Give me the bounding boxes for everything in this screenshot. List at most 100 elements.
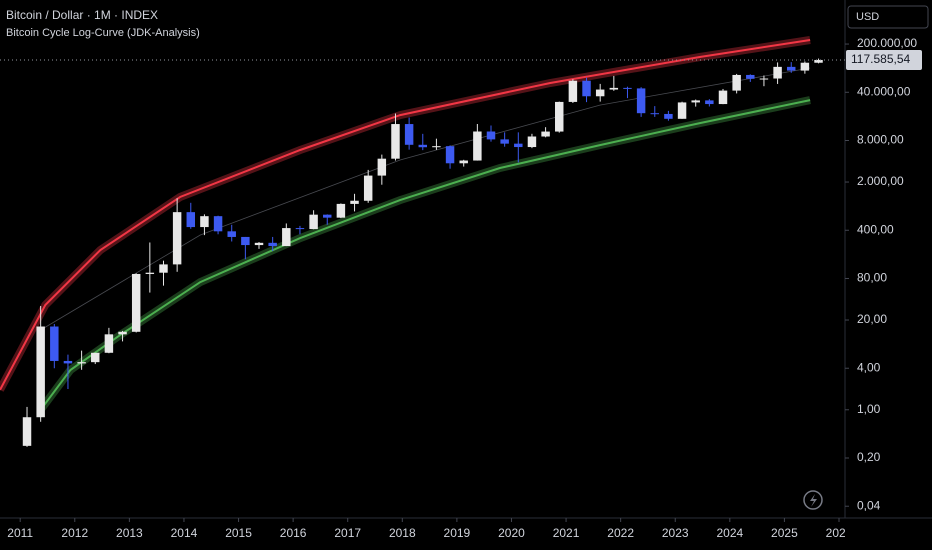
y-tick-label: 20,00 bbox=[857, 312, 887, 326]
x-tick-label: 2023 bbox=[662, 526, 689, 540]
candle-body bbox=[473, 131, 482, 161]
last-price-label: 117.585,54 bbox=[851, 52, 910, 66]
candle-body bbox=[623, 87, 632, 89]
candle-body bbox=[309, 214, 318, 230]
candle-body bbox=[664, 113, 673, 119]
candle-body bbox=[172, 212, 182, 265]
x-tick-label: 2015 bbox=[225, 526, 252, 540]
x-tick-label: 2016 bbox=[280, 526, 307, 540]
candle-body bbox=[131, 273, 141, 332]
candle-body bbox=[91, 352, 100, 363]
candle-body bbox=[432, 146, 441, 148]
candle-body bbox=[459, 160, 468, 164]
candle-body bbox=[609, 87, 619, 90]
x-tick-label: 2012 bbox=[61, 526, 88, 540]
candle-body bbox=[814, 59, 823, 63]
x-tick-label: 2017 bbox=[334, 526, 361, 540]
y-tick-label: 4,00 bbox=[857, 360, 881, 374]
candle-body bbox=[773, 66, 782, 79]
candle-body bbox=[63, 360, 73, 364]
candle-body bbox=[227, 231, 236, 237]
currency-label: USD bbox=[856, 11, 879, 23]
candle-body bbox=[241, 236, 250, 246]
candle-body bbox=[705, 100, 714, 105]
candle-body bbox=[404, 124, 414, 145]
x-tick-label: 2011 bbox=[7, 526, 33, 540]
candle-body bbox=[595, 89, 605, 97]
candle-body bbox=[582, 80, 591, 97]
candle-body bbox=[282, 228, 291, 247]
candle-body bbox=[746, 74, 755, 79]
candle-body bbox=[104, 334, 114, 353]
y-tick-label: 0,20 bbox=[857, 450, 881, 464]
y-tick-label: 200.000,00 bbox=[857, 36, 917, 50]
log-curve bbox=[0, 39, 811, 391]
candle-body bbox=[636, 88, 646, 114]
candle-body bbox=[77, 362, 86, 364]
candle-body bbox=[568, 80, 578, 102]
candle-body bbox=[718, 90, 728, 105]
plot bbox=[0, 36, 823, 447]
candle-body bbox=[350, 200, 359, 204]
x-tick-label: 2018 bbox=[389, 526, 416, 540]
replay-icon[interactable] bbox=[803, 490, 823, 510]
currency-button[interactable] bbox=[847, 5, 929, 29]
y-tick-label: 8.000,00 bbox=[857, 133, 904, 147]
chart-subtitle: Bitcoin Cycle Log-Curve (JDK-Analysis) bbox=[6, 27, 200, 39]
x-tick-label: 2014 bbox=[171, 526, 198, 540]
candle-body bbox=[268, 242, 277, 247]
candle-body bbox=[200, 216, 209, 228]
candle-body bbox=[486, 131, 496, 140]
x-axis: 2011 2012 2013 2014 2015 2016 2017 2018 2019 2020… bbox=[7, 518, 853, 540]
candle-body bbox=[36, 326, 45, 418]
candle-body bbox=[541, 131, 550, 137]
candle-body bbox=[254, 242, 264, 246]
lightning-icon bbox=[810, 494, 817, 507]
candle-body bbox=[391, 124, 400, 159]
x-tick-label: 2025 bbox=[771, 526, 798, 540]
x-tick-label: 2020 bbox=[498, 526, 525, 540]
candle-body bbox=[691, 100, 700, 103]
log-curve-band bbox=[40, 67, 811, 331]
candle-body bbox=[527, 136, 537, 148]
x-tick-label: 2019 bbox=[444, 526, 471, 540]
x-tick-label: 2021 bbox=[553, 526, 580, 540]
candle-body bbox=[500, 139, 509, 144]
last-price-box bbox=[846, 49, 922, 70]
log-curve bbox=[39, 99, 811, 411]
x-tick-label: 2022 bbox=[607, 526, 634, 540]
candle-body bbox=[363, 175, 373, 201]
y-tick-label: 400,00 bbox=[857, 222, 894, 236]
y-tick-label: 80,00 bbox=[857, 271, 887, 285]
y-tick-label: 1,00 bbox=[857, 402, 881, 416]
candle-body bbox=[418, 144, 428, 148]
y-tick-label: 0,04 bbox=[857, 498, 881, 512]
candle-body bbox=[50, 326, 59, 361]
x-tick-label: 2026 bbox=[826, 526, 853, 540]
candle-body bbox=[22, 417, 32, 446]
candle-body bbox=[377, 158, 387, 176]
candle-body bbox=[336, 203, 346, 218]
candle-body bbox=[213, 216, 223, 232]
chart-title: Bitcoin / Dollar · 1M · INDEX bbox=[6, 8, 158, 22]
candle-body bbox=[159, 264, 168, 273]
candle-body bbox=[650, 113, 659, 115]
candle-body bbox=[732, 74, 741, 91]
candle-body bbox=[787, 66, 796, 71]
candle-body bbox=[445, 146, 455, 164]
candle-body bbox=[677, 102, 687, 119]
x-tick-label: 2013 bbox=[116, 526, 143, 540]
y-tick-label: 2.000,00 bbox=[857, 174, 904, 188]
y-tick-label: 40.000,00 bbox=[857, 84, 911, 98]
candle-body bbox=[323, 214, 332, 218]
candle-body bbox=[295, 228, 305, 230]
candle-body bbox=[145, 272, 155, 274]
candle-body bbox=[800, 62, 810, 71]
x-tick-label: 2024 bbox=[716, 526, 743, 540]
candle-body bbox=[118, 331, 127, 335]
candle-body bbox=[759, 78, 769, 80]
candle-body bbox=[555, 101, 564, 132]
candle-body bbox=[514, 143, 523, 148]
